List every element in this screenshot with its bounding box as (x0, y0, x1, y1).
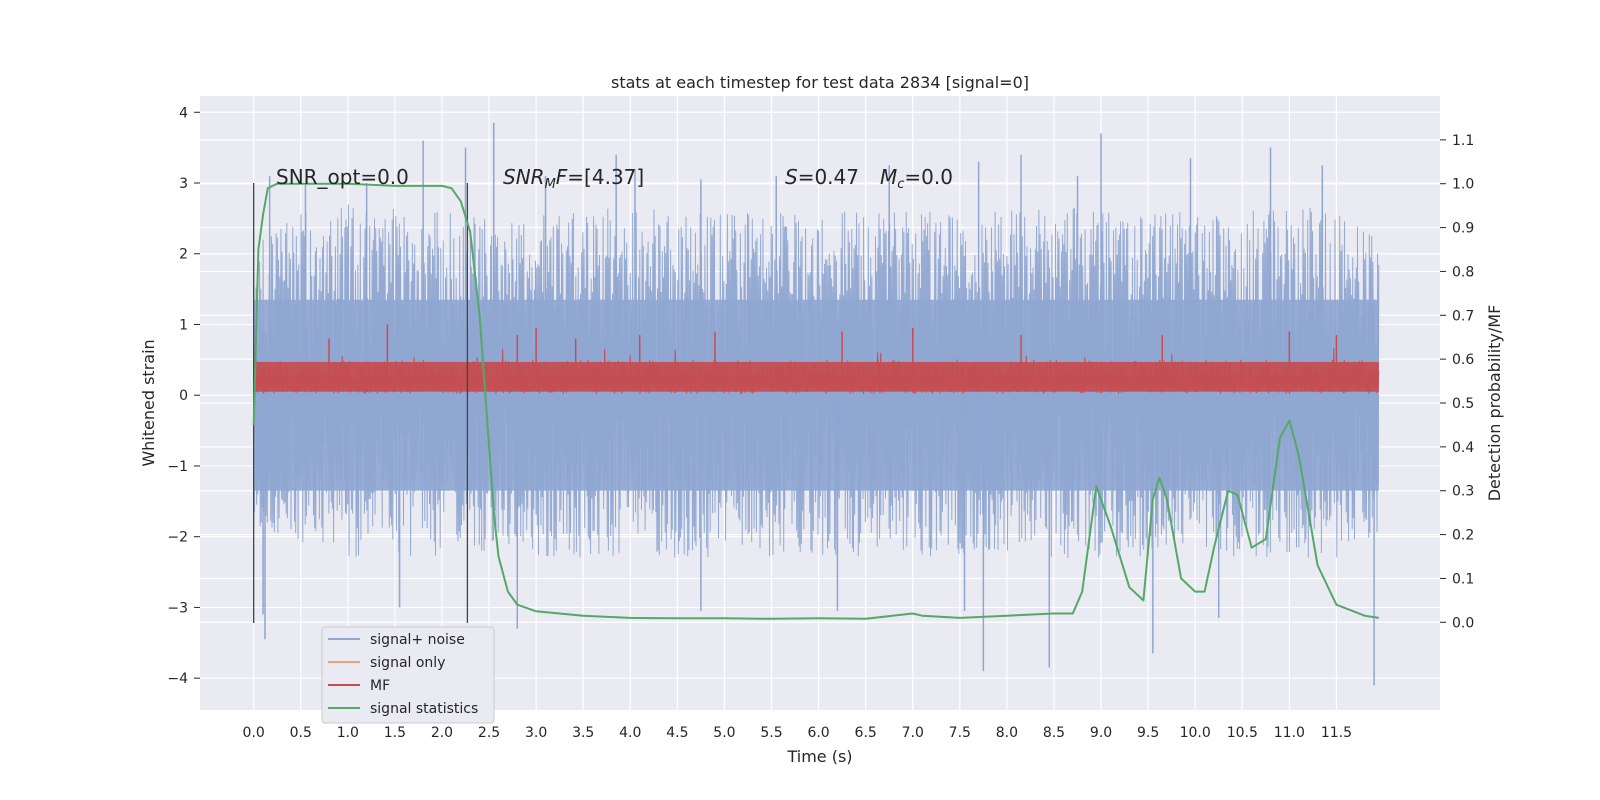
y2-tick-label: 0.5 (1452, 396, 1474, 412)
x-tick-label: 3.0 (525, 725, 547, 741)
x-tick-label: 11.5 (1321, 725, 1352, 741)
legend-label-signal-only: signal only (370, 655, 445, 671)
y2-tick-label: 0.9 (1452, 221, 1474, 237)
y2-tick-label: 0.8 (1452, 264, 1474, 280)
y2-tick-label: 0.0 (1452, 615, 1474, 631)
x-tick-label: 6.5 (855, 725, 877, 741)
legend-label-signal-noise: signal+ noise (370, 632, 465, 648)
x-tick-label: 7.5 (949, 725, 971, 741)
y-tick-label: −2 (167, 530, 188, 546)
x-tick-label: 10.5 (1227, 725, 1258, 741)
annotation-snr-mf: SNRMF=[4.37] (503, 165, 644, 192)
x-tick-label: 5.5 (760, 725, 782, 741)
y2-axis-ticks: 1.1 1.0 0.9 0.8 0.7 0.6 0.5 0.4 0.3 0.2 0.1 0.0 (1440, 133, 1474, 631)
x-tick-label: 1.5 (384, 725, 406, 741)
y-tick-label: −4 (167, 671, 188, 687)
x-tick-label: 0.0 (243, 725, 265, 741)
y2-tick-label: 0.2 (1452, 528, 1474, 544)
x-tick-label: 6.0 (807, 725, 829, 741)
x-tick-label: 5.0 (713, 725, 735, 741)
x-tick-label: 1.0 (337, 725, 359, 741)
y2-tick-label: 1.0 (1452, 177, 1474, 193)
y2-tick-label: 0.3 (1452, 484, 1474, 500)
x-axis-label: Time (s) (786, 747, 852, 766)
y2-tick-label: 0.1 (1452, 571, 1474, 587)
x-axis-ticks: 0.0 0.5 1.0 1.5 2.0 2.5 3.0 3.5 4.0 4.5 5.0 5.5 6.0 6… (243, 725, 1352, 741)
x-tick-label: 7.0 (902, 725, 924, 741)
y-axis-ticks: 4 3 2 1 0 −1 −2 −3 −4 (167, 105, 200, 687)
annotation-mc: Mc=0.0 (880, 165, 953, 192)
y-tick-label: 3 (179, 176, 188, 192)
chart-title: stats at each timestep for test data 283… (611, 73, 1029, 92)
legend-box (321, 626, 495, 724)
x-tick-label: 8.0 (996, 725, 1018, 741)
x-tick-label: 2.5 (478, 725, 500, 741)
x-tick-label: 4.0 (619, 725, 641, 741)
x-tick-label: 3.5 (572, 725, 594, 741)
series-signal-statistics (252, 182, 1379, 620)
x-tick-label: 0.5 (290, 725, 312, 741)
x-tick-label: 9.5 (1137, 725, 1159, 741)
series-mf (253, 324, 1380, 394)
x-tick-label: 10.0 (1180, 725, 1211, 741)
y2-axis-label: Detection probability/MF (1485, 305, 1504, 502)
y2-tick-label: 1.1 (1452, 133, 1474, 149)
y-tick-label: 1 (179, 317, 188, 333)
y-tick-label: −3 (167, 600, 188, 616)
annotation-snr-opt: SNR_opt=0.0 (276, 165, 409, 189)
series-signal-noise (253, 122, 1380, 686)
y2-tick-label: 0.7 (1452, 308, 1474, 324)
y-tick-label: 0 (179, 388, 188, 404)
annotation-s: S=0.47 (785, 165, 859, 189)
x-tick-label: 8.5 (1043, 725, 1065, 741)
legend-label-mf: MF (370, 678, 390, 694)
x-tick-label: 11.0 (1274, 725, 1305, 741)
x-tick-label: 9.0 (1090, 725, 1112, 741)
y2-tick-label: 0.4 (1452, 440, 1474, 456)
signal-statistics-line (252, 182, 1379, 620)
legend-label-signal-statistics: signal statistics (370, 701, 478, 717)
mf-line (253, 348, 1380, 394)
y-tick-label: 2 (179, 247, 188, 263)
y2-tick-label: 0.6 (1452, 352, 1474, 368)
y-axis-label: Whitened strain (139, 339, 158, 466)
signal-noise-body (253, 299, 1379, 491)
legend: signal+ noise signal only MF signal stat… (321, 626, 495, 724)
x-tick-label: 2.0 (431, 725, 453, 741)
x-tick-label: 4.5 (666, 725, 688, 741)
y-tick-label: −1 (167, 459, 188, 475)
y-tick-label: 4 (179, 105, 188, 121)
